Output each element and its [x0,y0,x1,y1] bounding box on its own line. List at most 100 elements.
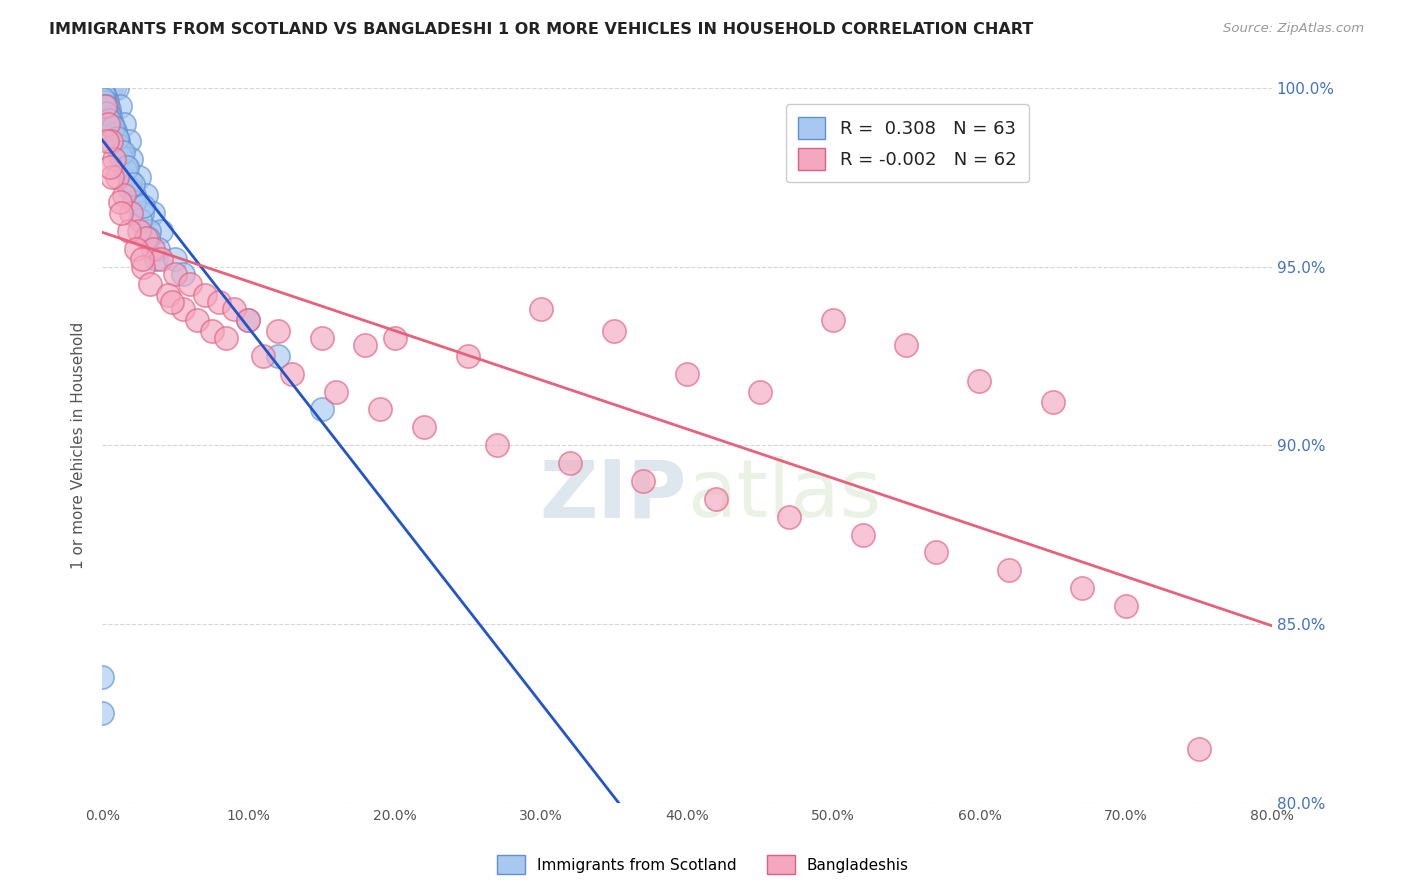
Point [186,313,208,327]
Point [924,545,946,559]
Point [94,99,117,113]
Point [97,81,120,95]
Point [138,224,160,238]
Point [146,242,169,256]
Point [112,117,135,131]
Point [94,95,117,110]
Point [129,213,152,227]
Point [179,277,201,292]
Point [149,252,172,267]
Point [368,402,391,417]
Point [128,224,150,238]
Point [823,313,845,327]
Point [105,131,128,145]
Point [96,81,118,95]
Point [558,456,581,470]
Point [193,288,215,302]
Point [631,474,654,488]
Point [91,85,114,99]
Point [122,178,145,192]
Point [105,81,128,95]
Point [281,367,304,381]
Point [172,267,194,281]
Text: Source: ZipAtlas.com: Source: ZipAtlas.com [1223,22,1364,36]
Point [778,509,800,524]
Point [115,160,138,174]
Point [749,384,772,399]
Point [110,145,132,160]
Point [98,81,121,95]
Point [97,106,120,120]
Point [91,671,114,685]
Point [107,135,129,149]
Point [108,99,131,113]
Point [172,302,194,317]
Point [131,252,153,267]
Point [93,81,115,95]
Point [676,367,699,381]
Y-axis label: 1 or more Vehicles in Household: 1 or more Vehicles in Household [72,322,86,569]
Text: IMMIGRANTS FROM SCOTLAND VS BANGLADESHI 1 OR MORE VEHICLES IN HOUSEHOLD CORRELAT: IMMIGRANTS FROM SCOTLAND VS BANGLADESHI … [49,22,1033,37]
Point [457,349,479,363]
Point [1070,581,1092,595]
Point [266,349,288,363]
Point [118,174,141,188]
Point [238,313,260,327]
Point [117,224,139,238]
Point [311,331,333,345]
Point [108,195,131,210]
Text: ZIP: ZIP [540,456,688,534]
Text: atlas: atlas [688,456,882,534]
Point [136,231,159,245]
Point [125,242,148,256]
Point [122,195,145,210]
Point [165,252,187,267]
Point [111,145,134,160]
Point [101,117,124,131]
Point [384,331,406,345]
Point [1115,599,1137,613]
Point [120,206,142,220]
Point [112,188,135,202]
Point [100,81,122,95]
Point [222,302,245,317]
Point [139,277,162,292]
Point [603,324,626,338]
Point [117,135,139,149]
Point [124,188,146,202]
Point [142,206,165,220]
Point [101,120,124,135]
Point [311,402,333,417]
Point [1188,742,1211,756]
Point [98,113,121,128]
Point [132,199,155,213]
Point [103,81,125,95]
Point [135,231,157,245]
Point [96,99,118,113]
Point [96,95,118,110]
Point [114,160,136,174]
Point [104,128,127,142]
Point [325,384,347,399]
Point [94,81,117,95]
Point [105,170,128,185]
Point [110,149,132,163]
Point [93,88,115,103]
Point [156,288,179,302]
Point [110,206,132,220]
Point [165,267,187,281]
Point [98,110,121,124]
Point [131,206,153,220]
Point [252,349,274,363]
Point [100,135,122,149]
Point [485,438,508,452]
Point [266,324,288,338]
Point [118,181,141,195]
Point [128,170,150,185]
Point [93,88,115,103]
Point [114,163,136,178]
Point [97,103,120,117]
Point [120,153,142,167]
Point [997,563,1019,577]
Point [145,252,167,267]
